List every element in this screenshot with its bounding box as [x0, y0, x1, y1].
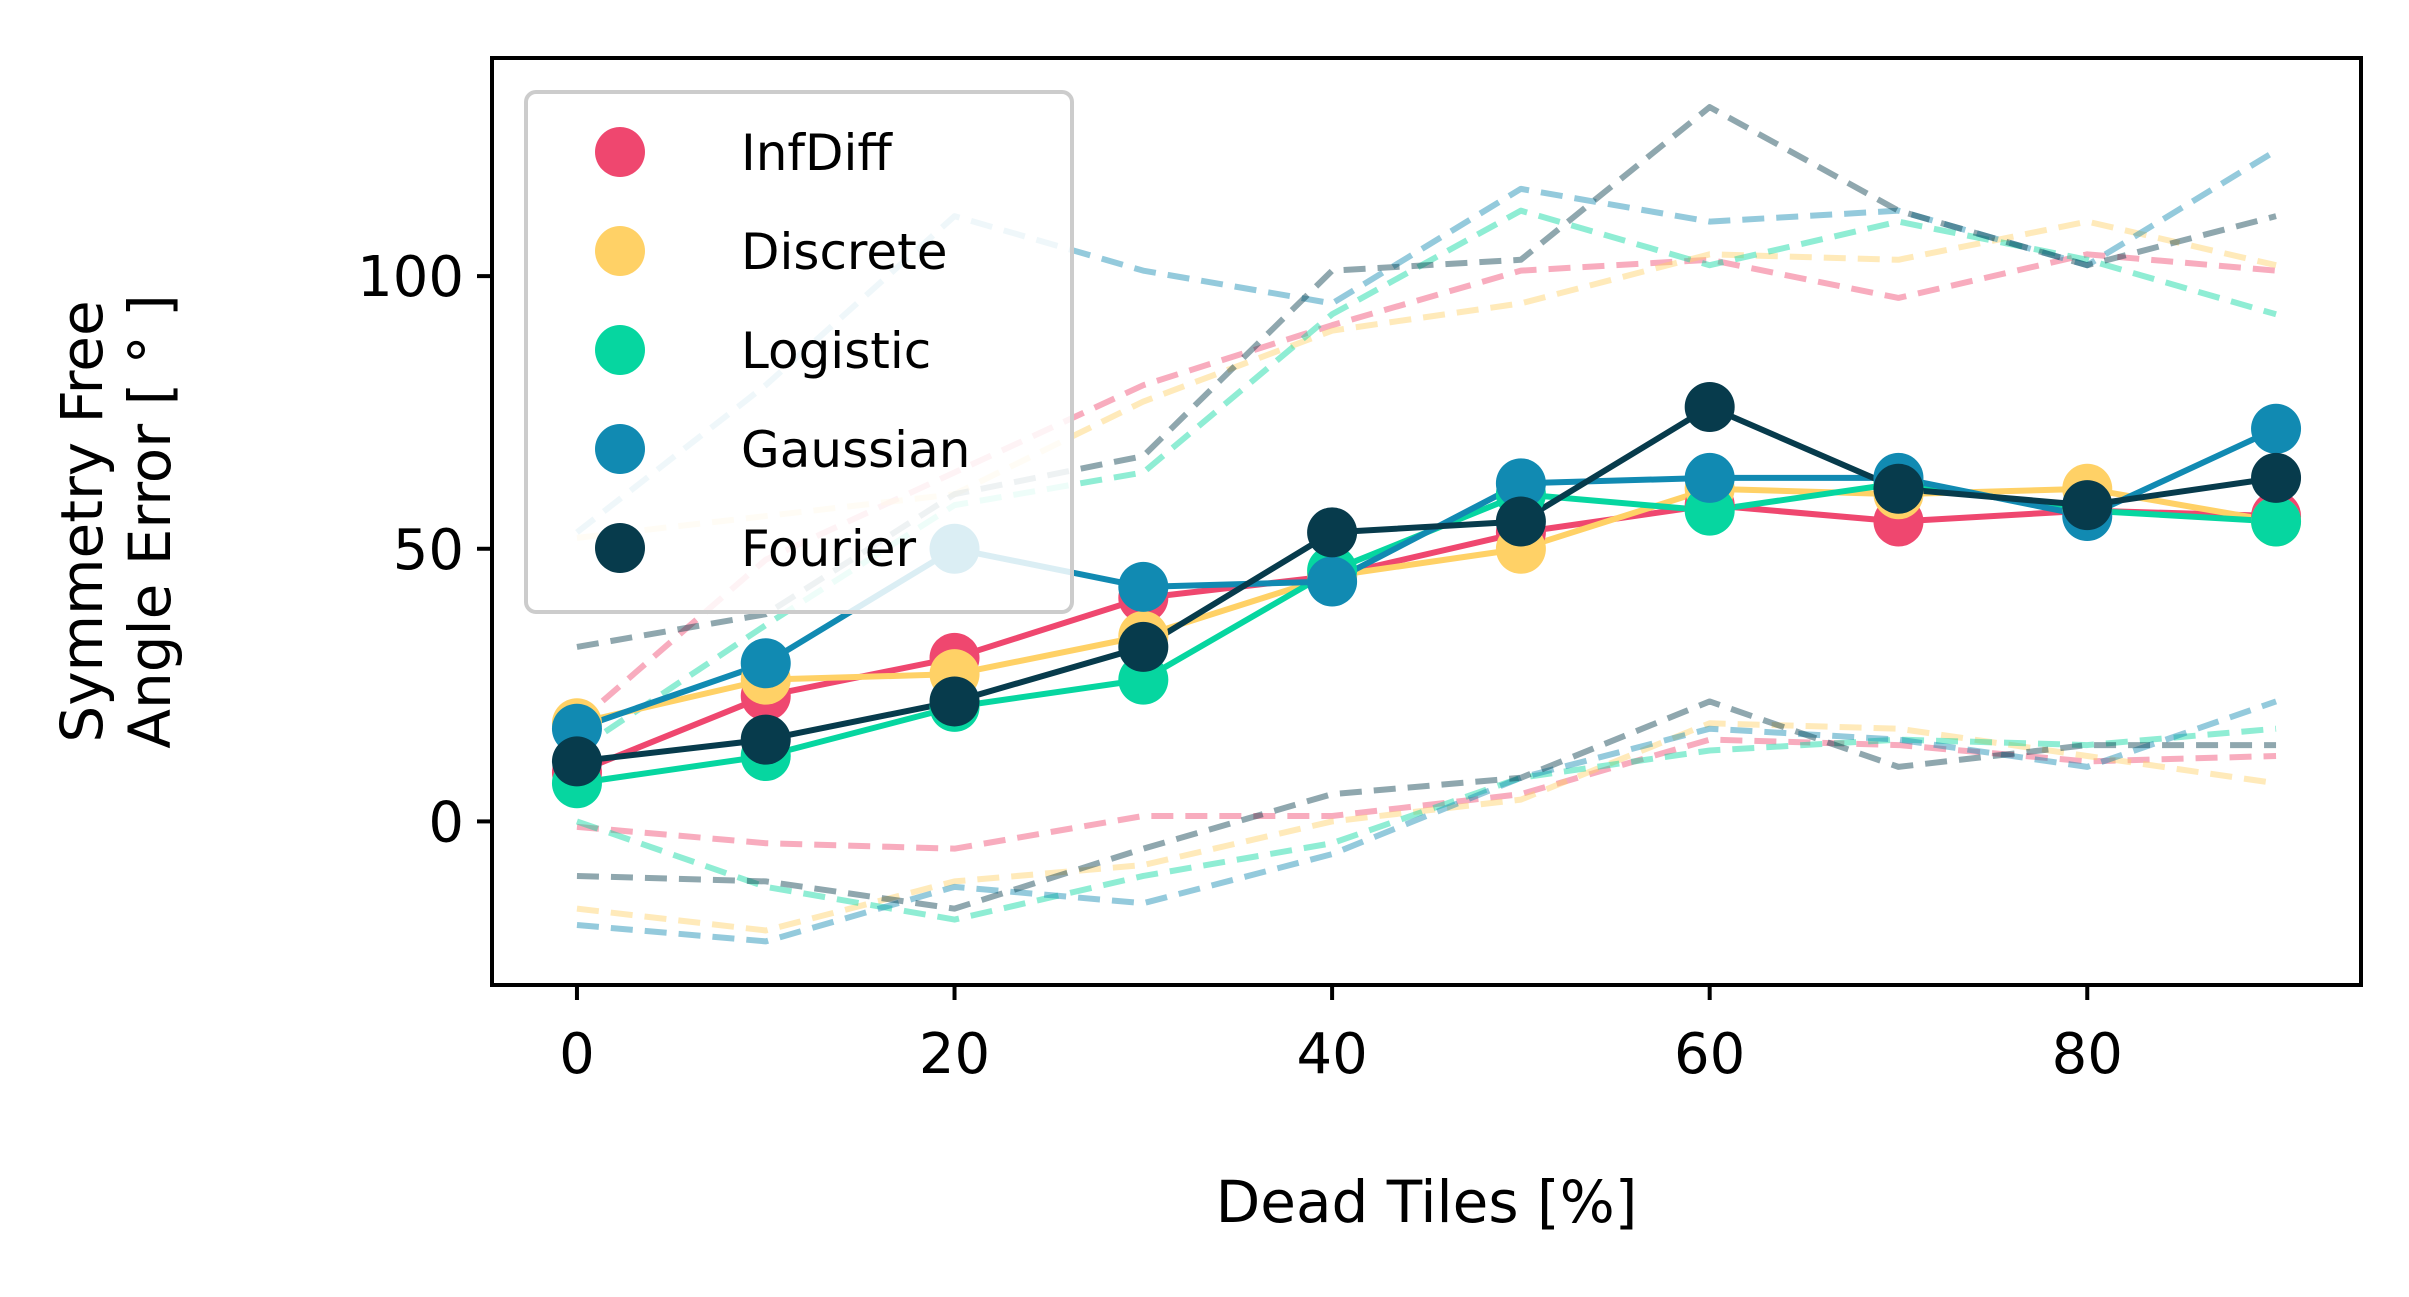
infdiff-legend-marker	[595, 127, 645, 177]
fourier-data-point	[740, 714, 791, 765]
gaussian-upper-band-line	[575, 148, 2278, 535]
fourier-data-point	[1495, 496, 1546, 547]
gaussian-data-point	[1307, 556, 1358, 607]
discrete-legend-marker	[595, 226, 645, 276]
gaussian-lower-band-line	[576, 698, 2278, 945]
x-axis-ticks: 0 20 40 60 80	[559, 985, 2123, 1087]
discrete-lower-band-line	[576, 720, 2277, 934]
logistic-legend-marker	[595, 325, 645, 375]
fourier-data-point	[1307, 507, 1358, 558]
gaussian-data-point	[1118, 561, 1169, 612]
gaussian-legend-marker	[595, 424, 645, 474]
y-tick-label: 100	[357, 245, 464, 310]
gaussian-data-point	[1495, 458, 1546, 509]
y-tick-label: 50	[393, 518, 464, 583]
x-tick-label: 0	[559, 1022, 595, 1087]
fourier-data-point	[1873, 463, 1924, 514]
fourier-data-point	[2251, 452, 2302, 503]
x-axis-label: Dead Tiles [%]	[1216, 1168, 1638, 1236]
fourier-lower-band-line	[576, 698, 2277, 912]
y-axis-ticks: 0 50 100	[357, 245, 492, 855]
x-tick-label: 60	[1674, 1022, 1745, 1087]
gaussian-data-point	[2251, 403, 2302, 454]
y-axis-label-line-2: Angle Error [ ° ]	[116, 294, 184, 748]
infdiff-legend-label: InfDiff	[741, 124, 893, 182]
y-axis-label-line-1: Symmetry Free	[48, 300, 116, 742]
y-tick-label: 0	[428, 790, 464, 855]
gaussian-data-point	[1684, 452, 1735, 503]
x-tick-label: 80	[2052, 1022, 2123, 1087]
infdiff-lower-band-line	[576, 736, 2277, 852]
fourier-data-point	[929, 676, 980, 727]
fourier-data-point	[1118, 621, 1169, 672]
fourier-data-point	[1684, 381, 1735, 432]
legend: InfDiff Discrete Logistic Gaussian Fourier	[524, 90, 1074, 614]
fourier-legend-label: Fourier	[741, 520, 916, 578]
logistic-legend-label: Logistic	[741, 322, 931, 380]
gaussian-data-point	[740, 638, 791, 689]
fourier-upper-band-line	[576, 104, 2277, 650]
legend-box	[524, 90, 1074, 614]
fourier-data-point	[551, 736, 602, 787]
fourier-legend-marker	[595, 523, 645, 573]
x-tick-label: 20	[919, 1022, 990, 1087]
logistic-data-point	[2251, 496, 2302, 547]
gaussian-legend-label: Gaussian	[741, 421, 970, 479]
fourier-series-line	[576, 403, 2277, 765]
logistic-upper-band-line	[575, 207, 2277, 754]
discrete-series-line	[576, 485, 2277, 727]
plot-frame	[490, 56, 2363, 987]
discrete-legend-label: Discrete	[741, 223, 948, 281]
x-tick-label: 40	[1296, 1022, 1367, 1087]
series-points	[551, 381, 2302, 809]
fourier-data-point	[2062, 480, 2113, 531]
